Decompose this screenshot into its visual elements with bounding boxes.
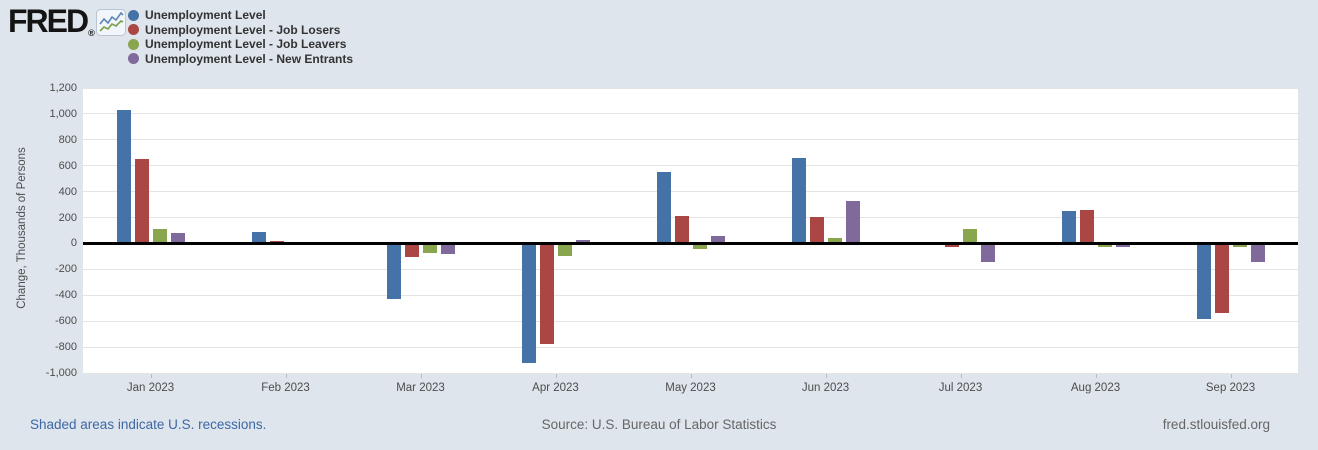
legend-marker-red: [128, 24, 139, 36]
bar-jun-2023-s0[interactable]: [791, 157, 806, 244]
bar-apr-2023-s0[interactable]: [521, 243, 536, 363]
bar-jul-2023-s1[interactable]: [944, 243, 959, 248]
legend-marker-green: [128, 38, 139, 50]
bar-apr-2023-s3[interactable]: [575, 239, 590, 244]
x-tick-label: Mar 2023: [396, 382, 445, 394]
bar-may-2023-s0[interactable]: [656, 171, 671, 244]
x-tick-mark: [1230, 373, 1232, 378]
bar-jan-2023-s3[interactable]: [170, 233, 185, 244]
bar-sep-2023-s0[interactable]: [1196, 243, 1211, 320]
x-tick-label: May 2023: [665, 382, 716, 394]
x-tick-label: Apr 2023: [532, 382, 579, 394]
fred-logo[interactable]: FRED®: [8, 3, 126, 41]
bar-aug-2023-s1[interactable]: [1079, 210, 1094, 244]
bar-jan-2023-s1[interactable]: [134, 159, 149, 244]
y-tick-label: -600: [54, 315, 77, 328]
x-tick-mark: [420, 373, 422, 378]
recessions-note-link[interactable]: Shaded areas indicate U.S. recessions.: [30, 417, 267, 432]
site-link[interactable]: fred.stlouisfed.org: [1162, 417, 1270, 432]
bar-mar-2023-s0[interactable]: [386, 243, 401, 300]
legend-label: Unemployment Level - Job Losers: [145, 22, 341, 37]
legend-item-new-entrants[interactable]: Unemployment Level - New Entrants: [128, 52, 353, 67]
bar-sep-2023-s2[interactable]: [1232, 243, 1247, 247]
header: FRED®: [8, 3, 126, 41]
gridline: [83, 217, 1298, 219]
bar-aug-2023-s3[interactable]: [1115, 243, 1130, 248]
x-tick-label: Aug 2023: [1070, 382, 1121, 394]
bar-may-2023-s2[interactable]: [692, 243, 707, 249]
y-tick-label: 200: [58, 211, 77, 224]
source-text: Source: U.S. Bureau of Labor Statistics: [541, 417, 777, 432]
bar-apr-2023-s1[interactable]: [539, 243, 554, 345]
footer: Shaded areas indicate U.S. recessions. S…: [0, 417, 1318, 435]
bar-aug-2023-s0[interactable]: [1061, 211, 1076, 244]
bar-jan-2023-s2[interactable]: [152, 228, 167, 244]
legend-label: Unemployment Level - Job Leavers: [145, 37, 347, 52]
x-tick-label: Feb 2023: [261, 382, 310, 394]
y-tick-label: -800: [54, 341, 77, 354]
gridline: [83, 320, 1298, 322]
bar-jul-2023-s2[interactable]: [962, 229, 977, 244]
gridline: [83, 346, 1298, 348]
gridline: [83, 113, 1298, 115]
x-tick-mark: [285, 373, 287, 378]
x-tick-mark: [825, 373, 827, 378]
fred-sparkline-icon: [95, 9, 126, 41]
bar-jan-2023-s0[interactable]: [116, 110, 131, 244]
gridline: [83, 139, 1298, 141]
bar-may-2023-s3[interactable]: [710, 235, 725, 244]
legend-label: Unemployment Level - New Entrants: [145, 51, 354, 66]
fred-logo-text: FRED®: [8, 3, 95, 39]
bar-sep-2023-s3[interactable]: [1250, 243, 1265, 262]
bar-apr-2023-s2[interactable]: [557, 243, 572, 256]
y-tick-label: 0: [70, 237, 77, 250]
y-tick-label: 1,200: [49, 82, 77, 94]
registered-mark: ®: [88, 28, 94, 38]
y-tick-label: 400: [58, 185, 77, 198]
y-tick-label: -200: [54, 263, 77, 276]
gridline: [83, 191, 1298, 193]
bar-aug-2023-s2[interactable]: [1097, 243, 1112, 247]
gridline: [83, 87, 1298, 89]
gridline: [83, 165, 1298, 167]
x-tick-mark: [1095, 373, 1097, 378]
bar-may-2023-s1[interactable]: [674, 215, 689, 244]
legend-marker-blue: [128, 9, 139, 21]
x-tick-label: Jul 2023: [938, 382, 983, 394]
bar-jun-2023-s3[interactable]: [845, 200, 860, 244]
bar-mar-2023-s1[interactable]: [404, 243, 419, 258]
x-tick-mark: [960, 373, 962, 378]
gridline: [83, 268, 1298, 270]
x-tick-mark: [555, 373, 557, 378]
bar-jul-2023-s3[interactable]: [980, 243, 995, 263]
x-tick-label: Jun 2023: [801, 382, 850, 394]
bar-sep-2023-s1[interactable]: [1214, 243, 1229, 313]
bar-mar-2023-s3[interactable]: [440, 243, 455, 254]
y-tick-label: -400: [54, 289, 77, 302]
x-tick-mark: [690, 373, 692, 378]
bar-jun-2023-s1[interactable]: [809, 216, 824, 244]
y-tick-label: 1,000: [49, 107, 77, 120]
legend-label: Unemployment Level: [145, 8, 266, 23]
x-tick-label: Jan 2023: [126, 382, 175, 394]
y-tick-label: -1,000: [45, 367, 77, 379]
y-tick-label: 600: [58, 159, 77, 172]
legend-item-unemployment-level[interactable]: Unemployment Level: [128, 8, 353, 23]
legend-marker-purple: [128, 53, 139, 65]
gridline: [83, 294, 1298, 296]
x-tick-mark: [150, 373, 152, 378]
bar-jun-2023-s2[interactable]: [827, 237, 842, 244]
bar-mar-2023-s2[interactable]: [422, 243, 437, 253]
y-tick-label: 800: [58, 133, 77, 146]
x-tick-label: Sep 2023: [1205, 382, 1256, 394]
gridline: [83, 372, 1298, 374]
bar-feb-2023-s0[interactable]: [251, 232, 266, 244]
legend-item-job-leavers[interactable]: Unemployment Level - Job Leavers: [128, 37, 353, 52]
zero-line: [83, 241, 1298, 245]
legend-item-job-losers[interactable]: Unemployment Level - Job Losers: [128, 23, 353, 38]
legend: Unemployment Level Unemployment Level - …: [128, 8, 353, 66]
plot-area: [83, 87, 1298, 374]
